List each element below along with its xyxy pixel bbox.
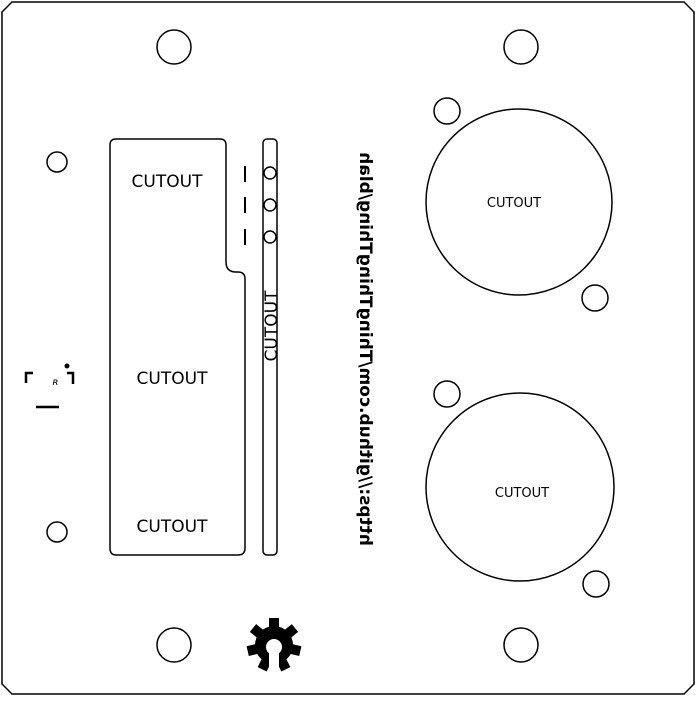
mount-hole-top-right — [503, 29, 539, 65]
bracket-symbol-icon — [24, 363, 75, 409]
xlr-top-cutout — [425, 108, 613, 296]
xlr-bottom-label: CUTOUT — [495, 486, 549, 501]
xlr-top-label: CUTOUT — [487, 196, 541, 211]
narrow-slot-outline — [262, 138, 278, 556]
narrow-slot-label: CUTOUT — [262, 290, 282, 362]
slot-top-label: CUTOUT — [132, 172, 204, 192]
open-source-hardware-gear-icon — [246, 618, 302, 672]
led-hole-2 — [263, 198, 277, 212]
main-slot-outline — [109, 138, 246, 556]
slot-bottom-label: CUTOUT — [137, 517, 209, 537]
side-hole-lower — [46, 521, 68, 543]
mount-hole-bottom-left — [156, 627, 192, 663]
mount-hole-top-left — [156, 29, 192, 65]
xlr-top-screw-hole-2 — [581, 284, 609, 312]
xlr-bottom-screw-hole-1 — [433, 380, 461, 408]
xlr-bottom-cutout — [425, 392, 615, 582]
slot-middle-label: CUTOUT — [137, 369, 209, 389]
url-text: https://github.com/ThingThingThing/blah — [355, 152, 375, 546]
led-hole-1 — [263, 166, 277, 180]
xlr-bottom-screw-hole-2 — [582, 570, 610, 598]
side-hole-upper — [46, 151, 68, 173]
xlr-top-screw-hole-1 — [433, 97, 461, 125]
mount-hole-bottom-right — [503, 627, 539, 663]
logo-mark: ʀ — [52, 377, 59, 388]
led-hole-3 — [263, 230, 277, 244]
